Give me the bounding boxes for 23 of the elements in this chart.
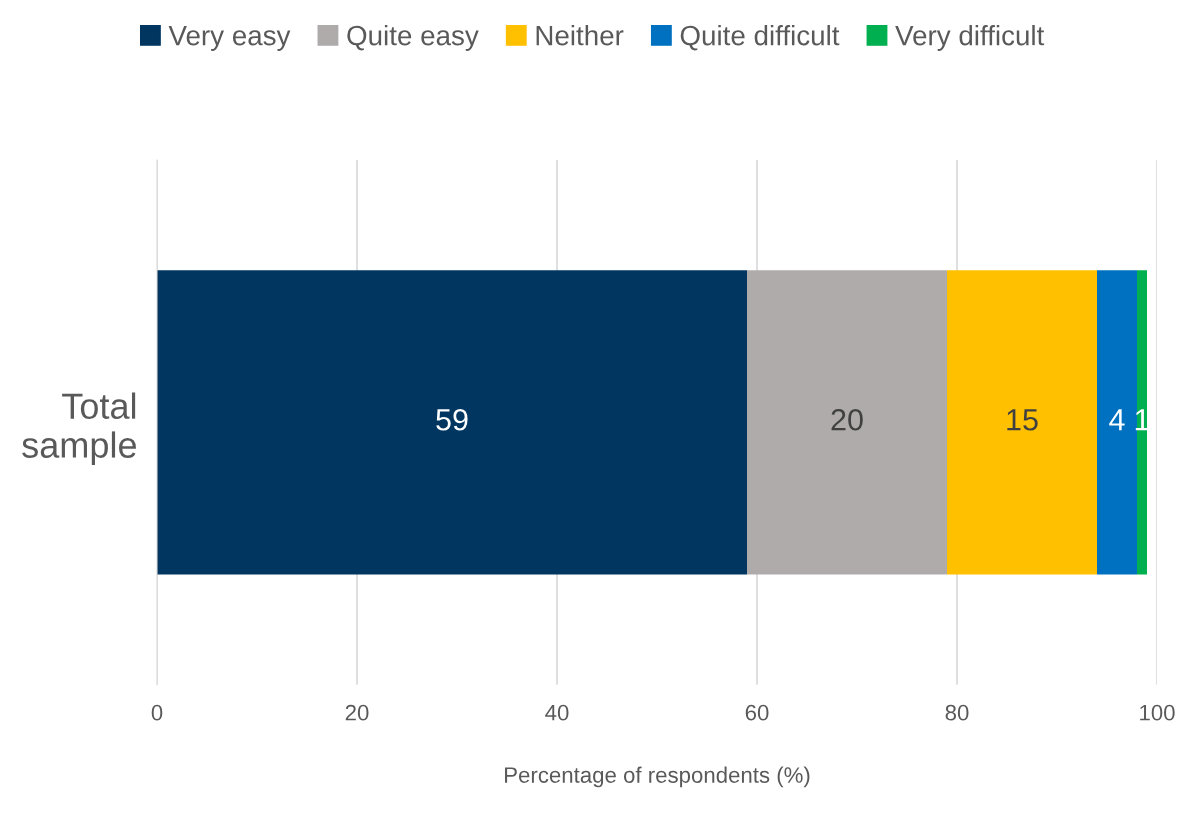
data-label: 15: [1007, 409, 1038, 431]
bar: [157, 270, 747, 575]
bar: [947, 270, 1097, 575]
data-label: 1: [1135, 409, 1150, 431]
legend-label: Quite difficult: [680, 25, 840, 51]
bar: [747, 270, 947, 575]
data-label: 4: [1109, 409, 1125, 431]
x-tick-label: 100: [1140, 704, 1175, 721]
x-tick-label: 40: [545, 704, 569, 721]
y-tick-label: Total sample: [22, 392, 136, 466]
legend-label: Quite easy: [347, 25, 479, 51]
x-tick-label: 0: [151, 704, 163, 721]
x-tick-label: 60: [745, 704, 769, 721]
bar: [1137, 270, 1147, 575]
legend-label: Neither: [536, 25, 624, 46]
data-label: 20: [831, 408, 863, 431]
legend-label: Very difficult: [895, 25, 1045, 51]
bar: [1097, 270, 1137, 575]
x-axis-title: Percentage of respondents (%): [505, 766, 810, 788]
data-label: 59: [436, 408, 468, 431]
legend-label: Very easy: [168, 26, 291, 51]
x-tick-label: 80: [945, 704, 969, 721]
x-tick-label: 20: [345, 704, 369, 721]
